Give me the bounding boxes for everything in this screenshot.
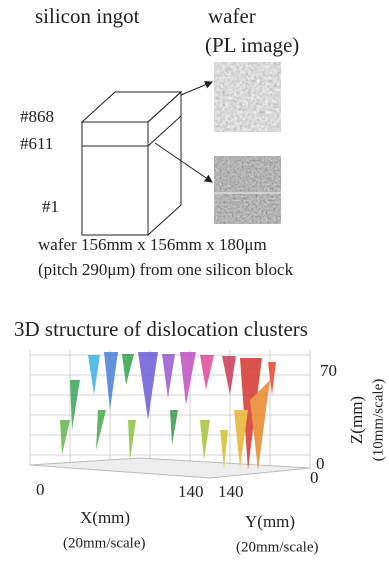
x-tick-label: 140	[178, 482, 204, 501]
y-tick-label: 0	[310, 468, 319, 487]
slice-label: #611	[20, 134, 53, 153]
x-scale: (20mm/scale)	[63, 535, 145, 551]
y-label: Y(mm)	[245, 512, 295, 531]
y-tick-label: 140	[218, 482, 244, 501]
plot-title: 3D structure of dislocation clusters	[14, 317, 308, 341]
z-scale: (10mm/scale)	[370, 379, 386, 461]
x-label: X(mm)	[80, 508, 130, 527]
wafer-sublabel: (PL image)	[205, 33, 299, 57]
z-tick-label: 70	[320, 361, 337, 380]
y-scale: (20mm/scale)	[236, 539, 318, 555]
slice-label: #868	[20, 107, 54, 126]
ingot-label: silicon ingot	[35, 4, 140, 28]
figure: silicon ingot wafer (PL image) #868 #611…	[0, 0, 389, 579]
wafer-image	[214, 156, 281, 224]
slice-label: #1	[42, 197, 59, 216]
caption: wafer 156mm x 156mm x 180μm	[38, 235, 267, 254]
ingot-box	[82, 82, 212, 235]
caption: (pitch 290μm) from one silicon block	[38, 260, 294, 279]
z-label: Z(mm)	[347, 396, 366, 444]
x-tick-label: 0	[36, 480, 45, 499]
dislocation-clusters	[60, 352, 276, 470]
wafer-image	[214, 62, 281, 132]
wafer-label: wafer	[208, 4, 256, 28]
